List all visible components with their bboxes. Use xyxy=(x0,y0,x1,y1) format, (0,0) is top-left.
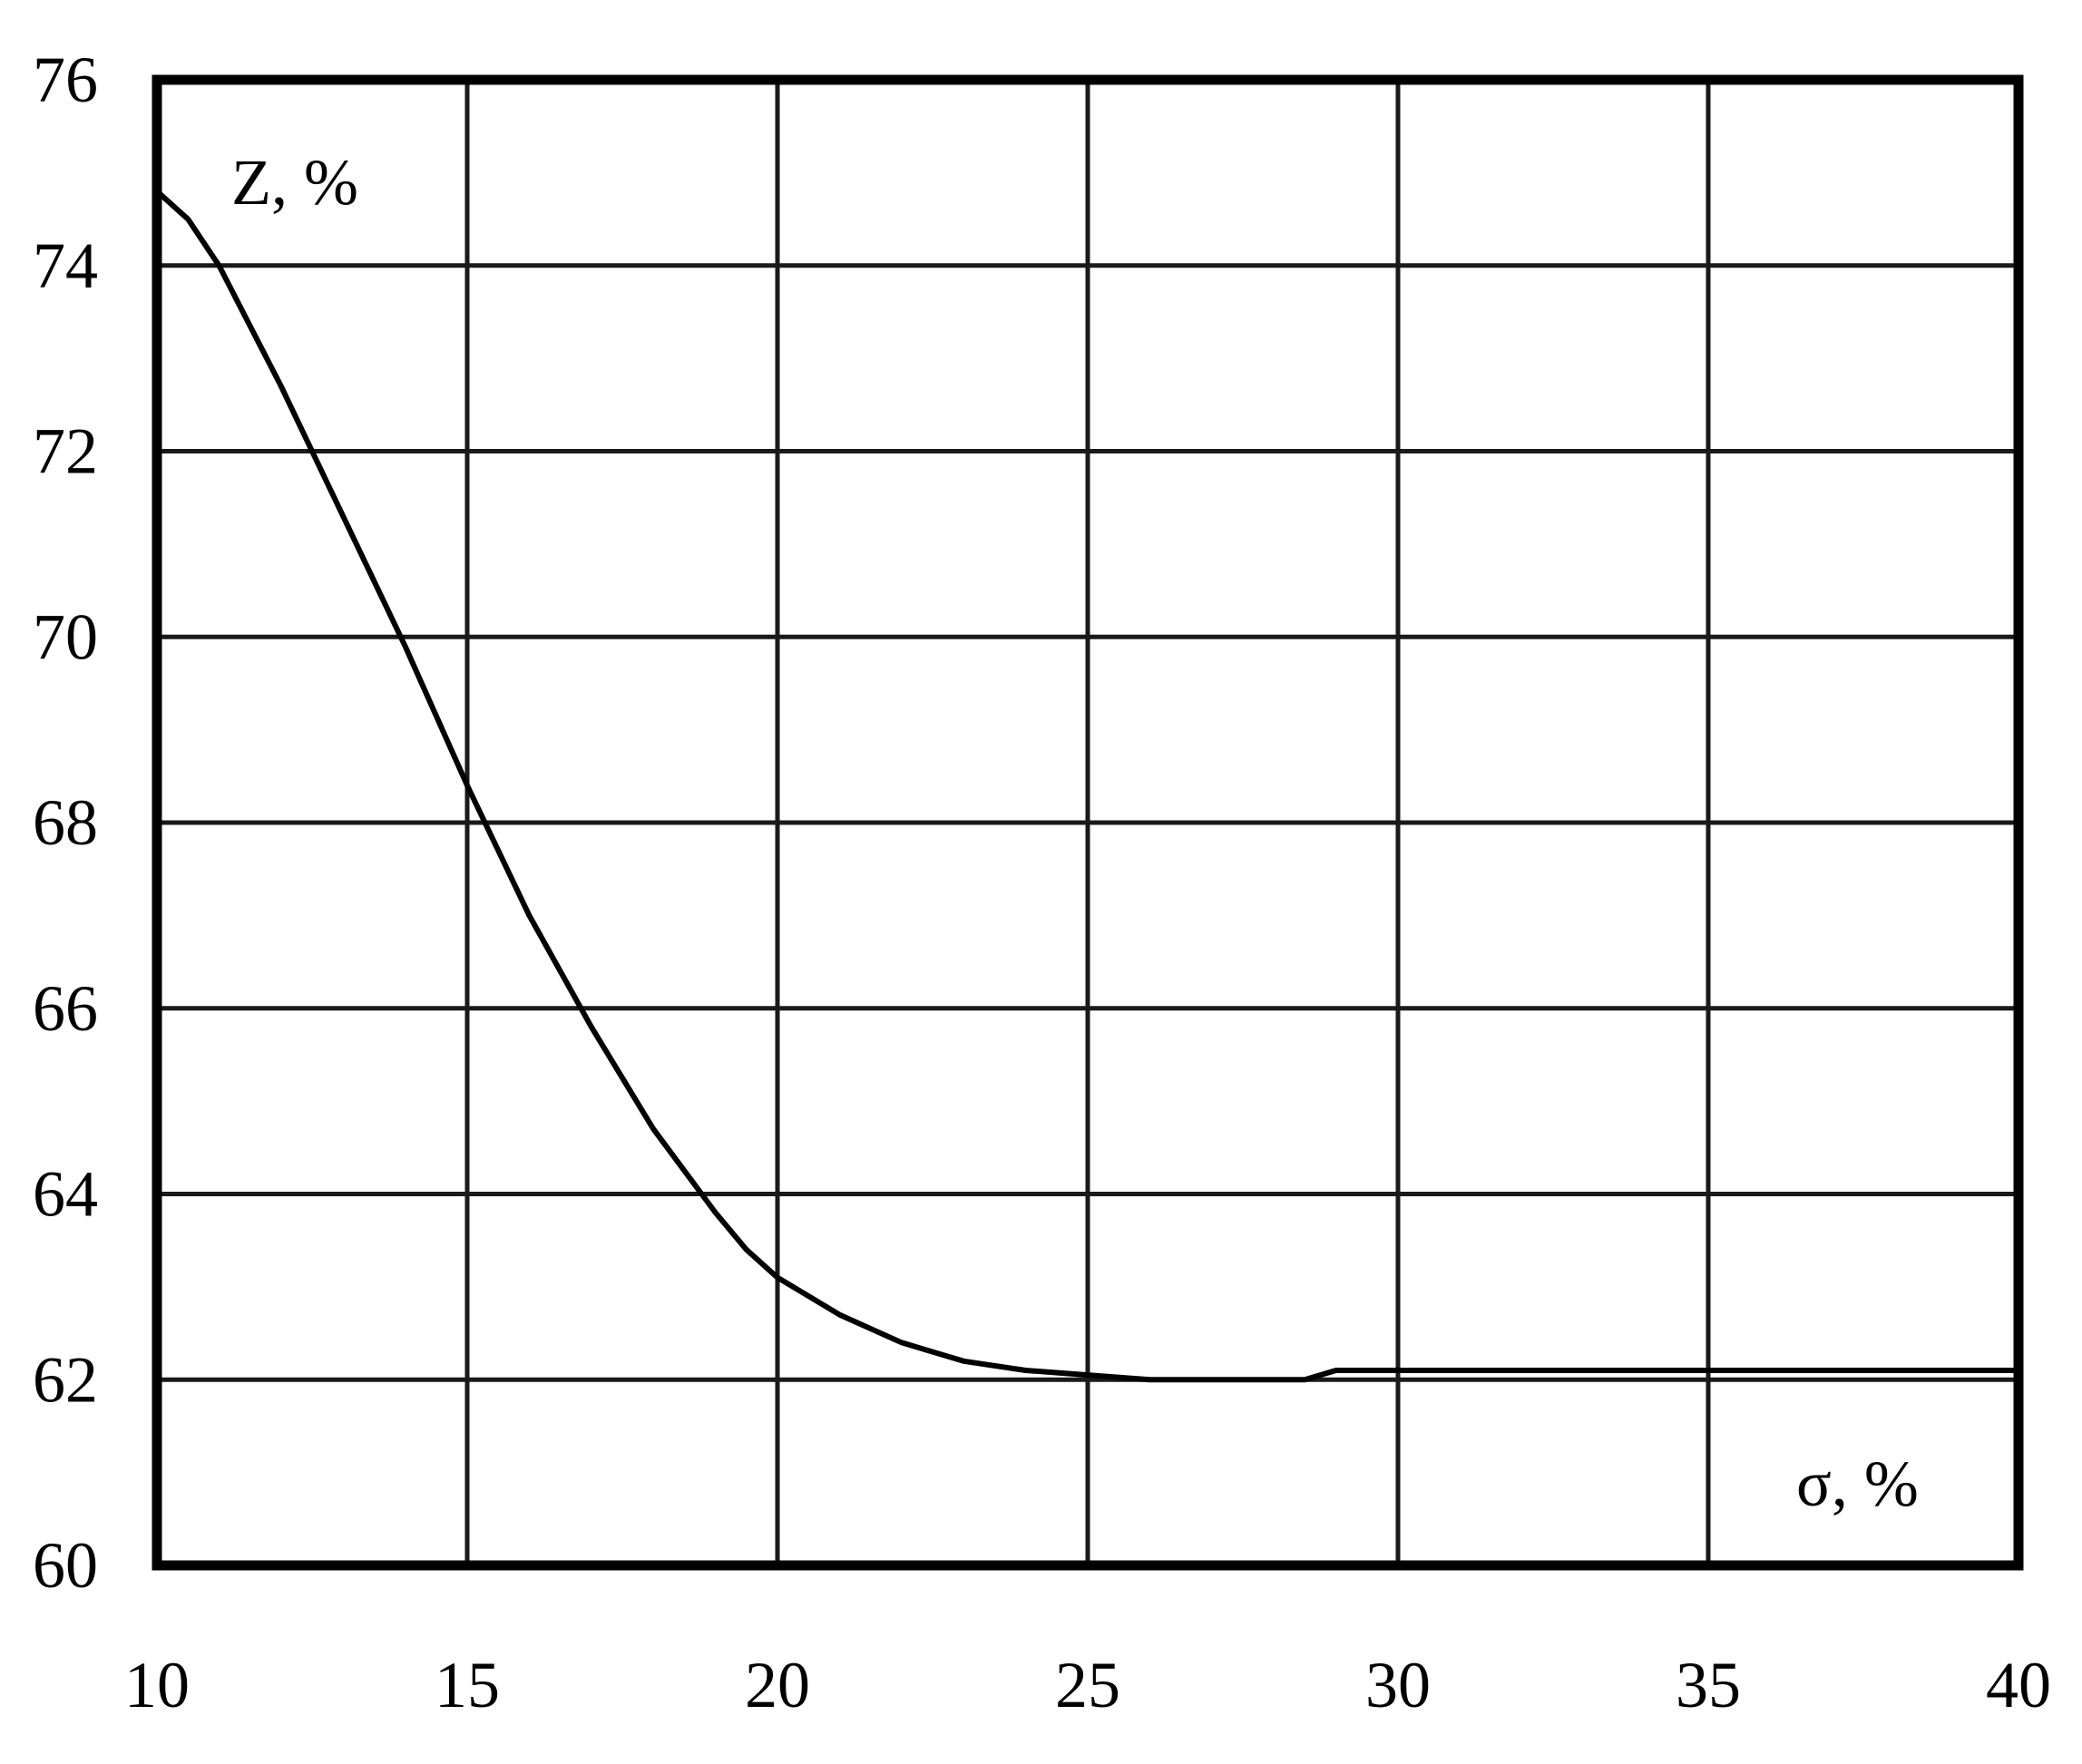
y-tick-label-64: 64 xyxy=(33,1158,98,1231)
x-tick-label-15: 15 xyxy=(435,1649,500,1721)
y-tick-label-68: 68 xyxy=(33,786,98,859)
y-tick-label-62: 62 xyxy=(33,1343,98,1416)
y-tick-label-76: 76 xyxy=(33,44,98,116)
x-tick-labels: 10 15 20 25 30 35 40 xyxy=(124,1649,2051,1721)
y-tick-label-66: 66 xyxy=(33,972,98,1045)
curve-layer xyxy=(154,189,2018,1383)
x-tick-label-20: 20 xyxy=(745,1649,810,1721)
series-line-0 xyxy=(154,189,2018,1383)
y-tick-labels: 60 62 64 66 68 70 72 74 76 xyxy=(33,44,98,1602)
x-tick-label-10: 10 xyxy=(124,1649,190,1721)
grid-lines xyxy=(154,77,2021,1568)
x-tick-label-25: 25 xyxy=(1055,1649,1120,1721)
plot-frame xyxy=(152,74,2024,1571)
y-tick-label-60: 60 xyxy=(33,1529,98,1602)
y-tick-label-74: 74 xyxy=(33,229,98,302)
y-axis-label: Z, % xyxy=(231,146,358,219)
y-tick-label-72: 72 xyxy=(33,415,98,488)
x-axis-label: σ, % xyxy=(1796,1447,1919,1520)
x-tick-label-40: 40 xyxy=(1986,1649,2051,1721)
x-tick-label-30: 30 xyxy=(1365,1649,1431,1721)
y-tick-label-70: 70 xyxy=(33,600,98,673)
x-tick-label-35: 35 xyxy=(1676,1649,1741,1721)
